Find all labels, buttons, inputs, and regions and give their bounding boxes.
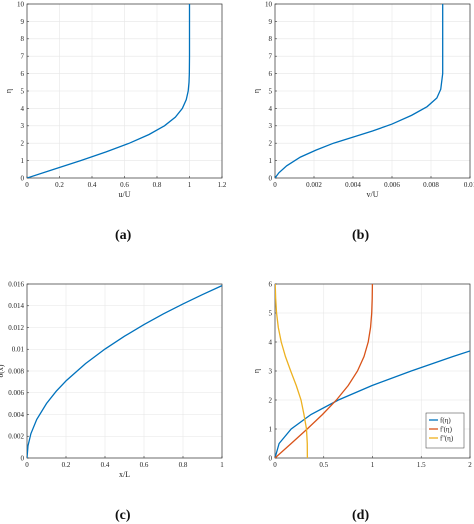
x-tick-label: 0.004	[345, 181, 361, 189]
y-tick-label: 3	[269, 122, 273, 130]
chart-c: 0 0.2 0.4 0.6 0.8 1 0 0.002 0.004 0.006 0.008 0.01 0…	[0, 280, 224, 479]
y-axis-label: η	[4, 89, 13, 93]
chart-a: 0 0.2 0.4 0.6 0.8 1 1.2 0 1 2 3 4 5 6 7 8 9 10 u/U η	[4, 0, 227, 199]
y-tick-label: 1	[269, 425, 273, 433]
series-line-1	[275, 284, 374, 458]
y-tick-label: 3	[269, 367, 273, 375]
y-tick-label: 6	[21, 70, 25, 78]
series-line	[27, 4, 191, 178]
x-tick-label: 0.4	[88, 181, 97, 189]
series-line	[275, 4, 444, 178]
x-tick-label: 1	[371, 461, 375, 469]
y-tick-label: 2	[269, 396, 273, 404]
y-tick-label: 6	[269, 70, 273, 78]
caption-b: (b)	[352, 228, 370, 243]
y-axis-label: η	[252, 89, 261, 93]
x-tick-label: 0.002	[306, 181, 322, 189]
x-axis-label: u/U	[119, 190, 131, 199]
y-tick-label: 0.008	[8, 367, 24, 375]
y-tick-label: 5	[269, 87, 273, 95]
y-tick-label: 0.016	[8, 280, 24, 288]
legend-box	[425, 412, 465, 449]
y-tick-label: 4	[269, 105, 273, 113]
series-line-2	[275, 284, 309, 458]
x-tick-label: 1	[188, 181, 192, 189]
y-tick-label: 2	[21, 140, 25, 148]
y-tick-label: 10	[17, 0, 25, 8]
y-tick-label: 0	[21, 454, 25, 462]
y-tick-label: 3	[21, 122, 25, 130]
y-tick-label: 0.004	[8, 411, 24, 419]
y-tick-label: 4	[269, 338, 273, 346]
y-tick-label: 9	[269, 18, 273, 26]
y-tick-label: 7	[269, 53, 273, 61]
x-tick-label: 0.8	[179, 461, 188, 469]
x-tick-label: 0	[25, 461, 29, 469]
y-tick-label: 0.014	[8, 302, 24, 310]
y-tick-label: 1	[269, 157, 273, 165]
x-tick-label: 0	[273, 461, 277, 469]
x-tick-label: 1.5	[417, 461, 426, 469]
x-tick-label: 0	[25, 181, 29, 189]
x-tick-label: 1	[220, 461, 224, 469]
y-tick-label: 8	[21, 35, 25, 43]
y-tick-label: 10	[265, 0, 273, 8]
series-line-0	[275, 350, 470, 458]
x-tick-label: 0.2	[62, 461, 71, 469]
y-tick-label: 0.006	[8, 389, 24, 397]
y-tick-label: 0.01	[12, 346, 25, 354]
y-tick-label: 0.012	[8, 324, 24, 332]
y-tick-label: 5	[21, 87, 25, 95]
legend-entry: f'(η)	[440, 425, 453, 433]
x-tick-label: 0.6	[140, 461, 149, 469]
axes-frame	[26, 3, 223, 179]
caption-d: (d)	[352, 508, 370, 523]
y-tick-label: 5	[269, 309, 273, 317]
caption-c: (c)	[115, 508, 131, 523]
series-line	[27, 285, 222, 458]
y-axis-label: η	[252, 369, 261, 373]
y-tick-label: 2	[269, 140, 273, 148]
x-tick-label: 1.2	[218, 181, 227, 189]
y-tick-label: 0	[269, 174, 273, 182]
y-tick-label: 1	[21, 157, 25, 165]
axes-frame	[26, 283, 223, 459]
y-tick-label: 7	[21, 53, 25, 61]
legend-entry: f''(η)	[440, 434, 454, 442]
chart-d: 0 0.5 1 1.5 2 0 1 2 3 4 5 6 η f(η)f'(η)f''(η)	[252, 280, 472, 469]
axes-frame	[274, 3, 471, 179]
x-tick-label: 0.006	[384, 181, 400, 189]
x-tick-label: 0.5	[319, 461, 328, 469]
y-tick-label: 8	[269, 35, 273, 43]
x-tick-label: 0.01	[464, 181, 474, 189]
y-tick-label: 6	[269, 280, 273, 288]
x-tick-label: 0.2	[55, 181, 64, 189]
chart-b: 0 0.002 0.004 0.006 0.008 0.01 0 1 2 3 4 5 6 7 8 9 10 v/U…	[252, 0, 474, 199]
x-tick-label: 0.6	[120, 181, 129, 189]
x-axis-label: v/U	[367, 190, 379, 199]
y-tick-label: 9	[21, 18, 25, 26]
x-tick-label: 0.4	[101, 461, 110, 469]
axes-frame	[274, 283, 471, 459]
legend-entry: f(η)	[440, 416, 451, 424]
caption-a: (a)	[115, 228, 132, 243]
x-tick-label: 0	[273, 181, 277, 189]
x-axis-label: x/L	[119, 470, 130, 479]
x-tick-label: 0.008	[423, 181, 439, 189]
y-tick-label: 0	[269, 454, 273, 462]
x-tick-label: 2	[468, 461, 472, 469]
y-axis-label: δ(x)	[0, 364, 5, 377]
y-tick-label: 0.002	[8, 433, 24, 441]
x-tick-label: 0.8	[153, 181, 162, 189]
y-tick-label: 0	[21, 174, 25, 182]
y-tick-label: 4	[21, 105, 25, 113]
